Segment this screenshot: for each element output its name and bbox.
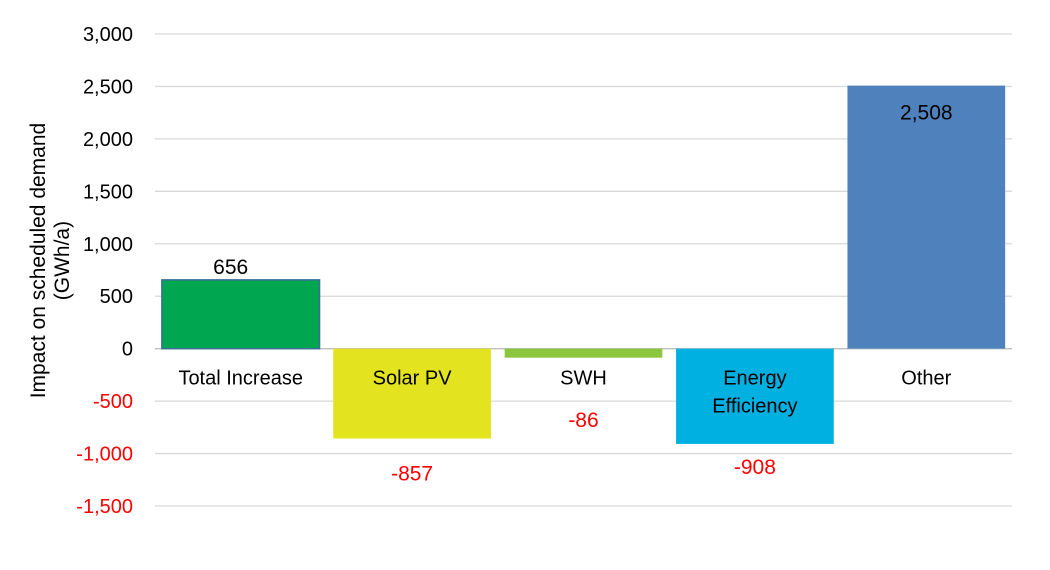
bar-other [847, 85, 1006, 349]
data-label: 2,508 [900, 101, 953, 124]
y-tick-label: 2,000 [83, 129, 133, 151]
data-label: -86 [568, 409, 598, 432]
category-label: Total Increase [178, 368, 303, 390]
bar-solar-pv [333, 348, 491, 439]
category-label: Energy [723, 368, 786, 390]
y-tick-label: 2,500 [83, 76, 133, 98]
category-label: Efficiency [712, 396, 797, 418]
y-tick-label: 3,000 [83, 24, 133, 46]
bars [161, 85, 1006, 444]
y-tick-label: -1,500 [76, 496, 133, 518]
y-tick-label: 500 [100, 286, 133, 308]
y-axis-label-line: Impact on scheduled demand [27, 123, 50, 399]
category-labels: Total Increase Solar PV SWH Energy Efficienc… [178, 368, 951, 418]
data-label: -857 [391, 463, 433, 486]
bar-swh [504, 348, 663, 358]
data-labels: 656 -857 -86 -908 2,508 [213, 101, 952, 485]
data-label: -908 [734, 456, 776, 479]
y-tick-label: 1,500 [83, 181, 133, 203]
y-tick-label: 0 [122, 339, 133, 361]
y-tick-label: -500 [93, 391, 133, 413]
y-axis-tick-labels: 3,000 2,500 2,000 1,500 1,000 500 0 -500 -1,000 -… [76, 24, 133, 518]
category-label: SWH [560, 368, 607, 390]
y-tick-label: -1,000 [76, 444, 133, 466]
bar-energy-efficiency [676, 348, 834, 444]
y-axis-label: Impact on scheduled demand(GWh/a) [27, 123, 74, 399]
category-label: Solar PV [373, 368, 453, 390]
bar-total-increase [161, 279, 321, 350]
category-label: Other [901, 368, 951, 390]
y-axis-label-line: (GWh/a) [51, 221, 74, 300]
y-tick-label: 1,000 [83, 234, 133, 256]
data-label: 656 [213, 256, 248, 279]
